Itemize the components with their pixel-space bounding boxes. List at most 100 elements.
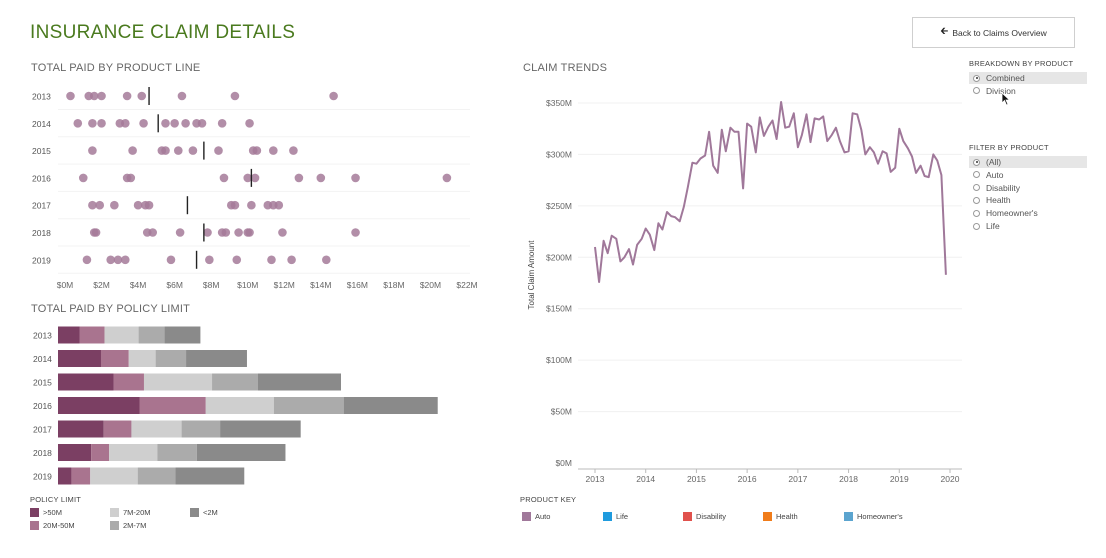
filter-title: FILTER BY PRODUCT [969, 143, 1049, 152]
filter-option[interactable]: Disability [969, 182, 1087, 194]
dot-point [252, 146, 262, 155]
bar-segment [257, 373, 341, 391]
dot-point [287, 255, 296, 265]
dot-point [245, 228, 254, 237]
dot-point [230, 91, 240, 101]
bar-segment [196, 444, 286, 461]
dot-point [133, 200, 143, 210]
bar-segment [205, 397, 274, 414]
policy-legend-swatch [110, 521, 119, 530]
bar-segment [58, 420, 104, 438]
policy-limit-bar-chart: 2013 2014 2015 2016 2017 2018 2019 [33, 326, 438, 485]
back-to-overview-button[interactable]: 🡰 Back to Claims Overview [912, 17, 1075, 48]
filter-option-label: Auto [986, 169, 1004, 180]
dot-point [197, 119, 207, 128]
dot-point [128, 146, 137, 155]
product-key-swatch [763, 512, 772, 521]
policy-legend-label: >50M [43, 508, 62, 517]
bar-segment [143, 373, 213, 391]
dot-point [205, 255, 214, 265]
dot-point [232, 255, 242, 265]
dot-point [203, 228, 212, 237]
bar-segment [137, 467, 176, 485]
dot-x-tick-label: $16M [347, 280, 368, 290]
dot-x-tick-label: $10M [237, 280, 258, 290]
dot-point [322, 255, 331, 265]
radio-button-icon[interactable] [973, 184, 980, 192]
dot-row-label: 2016 [32, 173, 51, 183]
y-tick-label: $300M [546, 149, 572, 159]
y-tick-label: $350M [546, 98, 572, 108]
filter-option[interactable]: (All) [969, 156, 1087, 168]
radio-button-icon[interactable] [973, 74, 980, 82]
bar-segment [58, 444, 92, 461]
product-key-swatch [844, 512, 853, 521]
y-tick-label: $50M [551, 407, 572, 417]
policy-legend-swatch [110, 508, 119, 517]
product-line-dot-chart: 2013 2014 2015 2016 2017 2018 2019 $0M $2M $4M $6M… [32, 87, 478, 290]
filter-option-label: Homeowner's [986, 208, 1038, 219]
page-title: INSURANCE CLAIM DETAILS [30, 22, 296, 43]
policy-legend-label: 20M-50M [43, 521, 75, 530]
y-tick-label: $0M [555, 458, 572, 468]
radio-button-icon[interactable] [973, 209, 980, 217]
x-tick-label: 2014 [636, 474, 655, 484]
bar-segment [58, 373, 114, 391]
bar-segment [58, 397, 140, 414]
bar-segment [155, 350, 187, 367]
bar-segment [100, 350, 129, 367]
bar-row-label: 2017 [33, 425, 52, 435]
dot-point [289, 146, 298, 155]
dot-point [278, 228, 287, 237]
policy-legend-swatch [30, 508, 39, 517]
radio-button-icon[interactable] [973, 158, 980, 166]
x-tick-label: 2020 [941, 474, 960, 484]
dot-point [188, 146, 198, 155]
dot-point [177, 91, 187, 101]
radio-button-icon[interactable] [973, 87, 980, 95]
breakdown-option-label: Division [986, 85, 1016, 96]
radio-button-icon[interactable] [973, 222, 980, 230]
bar-row-label: 2014 [33, 354, 52, 364]
bar-segment [138, 326, 165, 344]
dot-point [234, 228, 243, 237]
filter-option[interactable]: Homeowner's [969, 207, 1087, 219]
dot-x-tick-label: $0M [57, 280, 74, 290]
breakdown-option[interactable]: Combined [969, 72, 1087, 84]
filter-option[interactable]: Life [969, 220, 1087, 232]
radio-button-icon[interactable] [973, 196, 980, 204]
bar-segment [343, 397, 438, 414]
bar-segment [91, 444, 110, 461]
dot-row-label: 2014 [32, 119, 51, 129]
dot-point [113, 255, 123, 265]
dot-point [175, 228, 185, 237]
bar-segment [220, 420, 301, 438]
policy-legend-label: 2M-7M [123, 521, 147, 530]
bar-segment [58, 326, 80, 344]
bar-segment [58, 467, 72, 485]
radio-button-icon[interactable] [973, 171, 980, 179]
dot-x-tick-label: $18M [383, 280, 404, 290]
filter-option[interactable]: Health [969, 194, 1087, 206]
claim-trend-line [594, 101, 947, 283]
x-tick-label: 2019 [890, 474, 909, 484]
bar-segment [139, 397, 206, 414]
dot-x-tick-label: $8M [203, 280, 220, 290]
bar-segment [128, 350, 156, 367]
product-key-label: Auto [535, 512, 551, 521]
dot-x-tick-label: $2M [93, 280, 110, 290]
filter-option[interactable]: Auto [969, 169, 1087, 181]
breakdown-option-label: Combined [986, 73, 1025, 83]
policy-legend-swatch [30, 521, 39, 530]
breakdown-option[interactable]: Division [969, 85, 1087, 97]
dot-row-label: 2017 [32, 201, 51, 211]
breakdown-title: BREAKDOWN BY PRODUCT [969, 59, 1074, 68]
dot-point [122, 91, 132, 101]
dot-point [106, 255, 115, 265]
dot-point [88, 119, 97, 128]
dot-point [121, 255, 130, 265]
dot-point [144, 200, 154, 210]
bar-row-label: 2018 [33, 448, 52, 458]
x-tick-label: 2018 [839, 474, 858, 484]
bar-row-label: 2019 [33, 472, 52, 482]
